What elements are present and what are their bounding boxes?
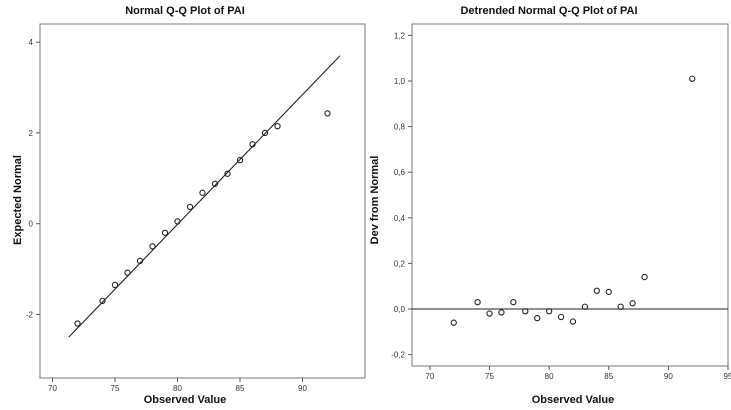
detrended-data-point bbox=[641, 273, 648, 281]
detrended-data-point bbox=[534, 314, 541, 322]
qq-y-tick-label: 4 bbox=[29, 38, 34, 47]
detrended-data-point bbox=[689, 75, 696, 82]
detrended-x-axis-label: Observed Value bbox=[532, 394, 615, 405]
qq-data-point bbox=[199, 189, 206, 196]
detrended-y-axis-label: Dev from Normal bbox=[369, 156, 381, 245]
qq-plot-panel: Normal Q-Q Plot of PAI Observed Value Ex… bbox=[0, 0, 370, 406]
qq-y-tick-label: 0 bbox=[29, 220, 34, 229]
detrended-data-point bbox=[486, 310, 493, 317]
qq-x-tick-label: 90 bbox=[298, 384, 307, 393]
detrended-y-tick-label: 1,2 bbox=[394, 31, 406, 40]
qq-data-point bbox=[99, 297, 106, 304]
qq-plot-svg: Normal Q-Q Plot of PAI Observed Value Ex… bbox=[12, 5, 366, 406]
qq-data-point bbox=[124, 269, 131, 276]
qq-data-point bbox=[186, 203, 194, 211]
detrended-data-point bbox=[617, 303, 624, 310]
detrended-x-tick-label: 75 bbox=[485, 372, 494, 381]
qq-reference-line bbox=[68, 55, 341, 338]
qq-data-point bbox=[161, 229, 169, 236]
detrended-data-point bbox=[557, 313, 565, 321]
qq-plot-frame bbox=[39, 23, 366, 379]
qq-x-tick-label: 75 bbox=[111, 384, 120, 393]
detrended-data-point bbox=[498, 309, 505, 316]
qq-data-point bbox=[224, 170, 231, 177]
detrended-y-tick-label: 0,2 bbox=[394, 259, 406, 268]
qq-data-point bbox=[111, 281, 119, 289]
detrended-y-tick-label: 0,4 bbox=[394, 214, 406, 223]
detrended-x-tick-label: 90 bbox=[664, 372, 673, 381]
detrended-qq-plot-svg: Detrended Normal Q-Q Plot of PAI Observe… bbox=[369, 5, 731, 406]
qq-data-point bbox=[261, 129, 269, 137]
detrended-x-tick-label: 80 bbox=[545, 372, 554, 381]
detrended-plot-title: Detrended Normal Q-Q Plot of PAI bbox=[460, 5, 637, 17]
qq-plot-title: Normal Q-Q Plot of PAI bbox=[125, 5, 245, 17]
detrended-data-point bbox=[593, 287, 600, 294]
detrended-data-point bbox=[569, 318, 577, 325]
qq-x-tick-label: 70 bbox=[48, 384, 57, 393]
detrended-x-tick-label: 85 bbox=[604, 372, 613, 381]
qq-x-axis-label: Observed Value bbox=[144, 394, 227, 405]
qq-y-axis-label: Expected Normal bbox=[12, 155, 24, 245]
detrended-data-point bbox=[545, 308, 553, 315]
qq-data-point bbox=[74, 320, 81, 327]
detrended-data-point bbox=[474, 299, 481, 306]
detrended-plot-frame bbox=[411, 23, 729, 367]
detrended-data-point bbox=[510, 299, 517, 306]
qq-data-point bbox=[274, 122, 281, 130]
detrended-y-tick-label: 0,6 bbox=[394, 168, 406, 177]
detrended-data-point bbox=[605, 288, 612, 296]
detrended-y-tick-label: 0,0 bbox=[394, 305, 406, 314]
qq-x-tick-label: 80 bbox=[173, 384, 182, 393]
detrended-data-point bbox=[629, 300, 636, 307]
detrended-y-tick-label: 0,8 bbox=[394, 123, 406, 132]
detrended-x-tick-label: 70 bbox=[425, 372, 434, 381]
qq-data-point bbox=[211, 180, 219, 187]
qq-y-tick-label: -2 bbox=[26, 310, 34, 319]
qq-x-tick-label: 85 bbox=[236, 384, 245, 393]
qq-data-point bbox=[174, 218, 181, 225]
detrended-data-point bbox=[522, 308, 529, 315]
detrended-data-point bbox=[581, 303, 589, 310]
detrended-y-tick-label: 1,0 bbox=[394, 77, 406, 86]
qq-data-point bbox=[149, 243, 156, 250]
detrended-qq-plot-panel: Detrended Normal Q-Q Plot of PAI Observe… bbox=[367, 0, 731, 406]
qq-data-point bbox=[324, 110, 331, 117]
qq-data-point bbox=[136, 257, 144, 265]
qq-data-point bbox=[249, 141, 256, 148]
qq-y-tick-label: 2 bbox=[29, 129, 34, 138]
detrended-x-tick-label: 95 bbox=[724, 372, 731, 381]
detrended-y-tick-label: -0,2 bbox=[391, 351, 405, 360]
qq-data-point bbox=[236, 157, 244, 164]
detrended-data-point bbox=[450, 319, 457, 326]
